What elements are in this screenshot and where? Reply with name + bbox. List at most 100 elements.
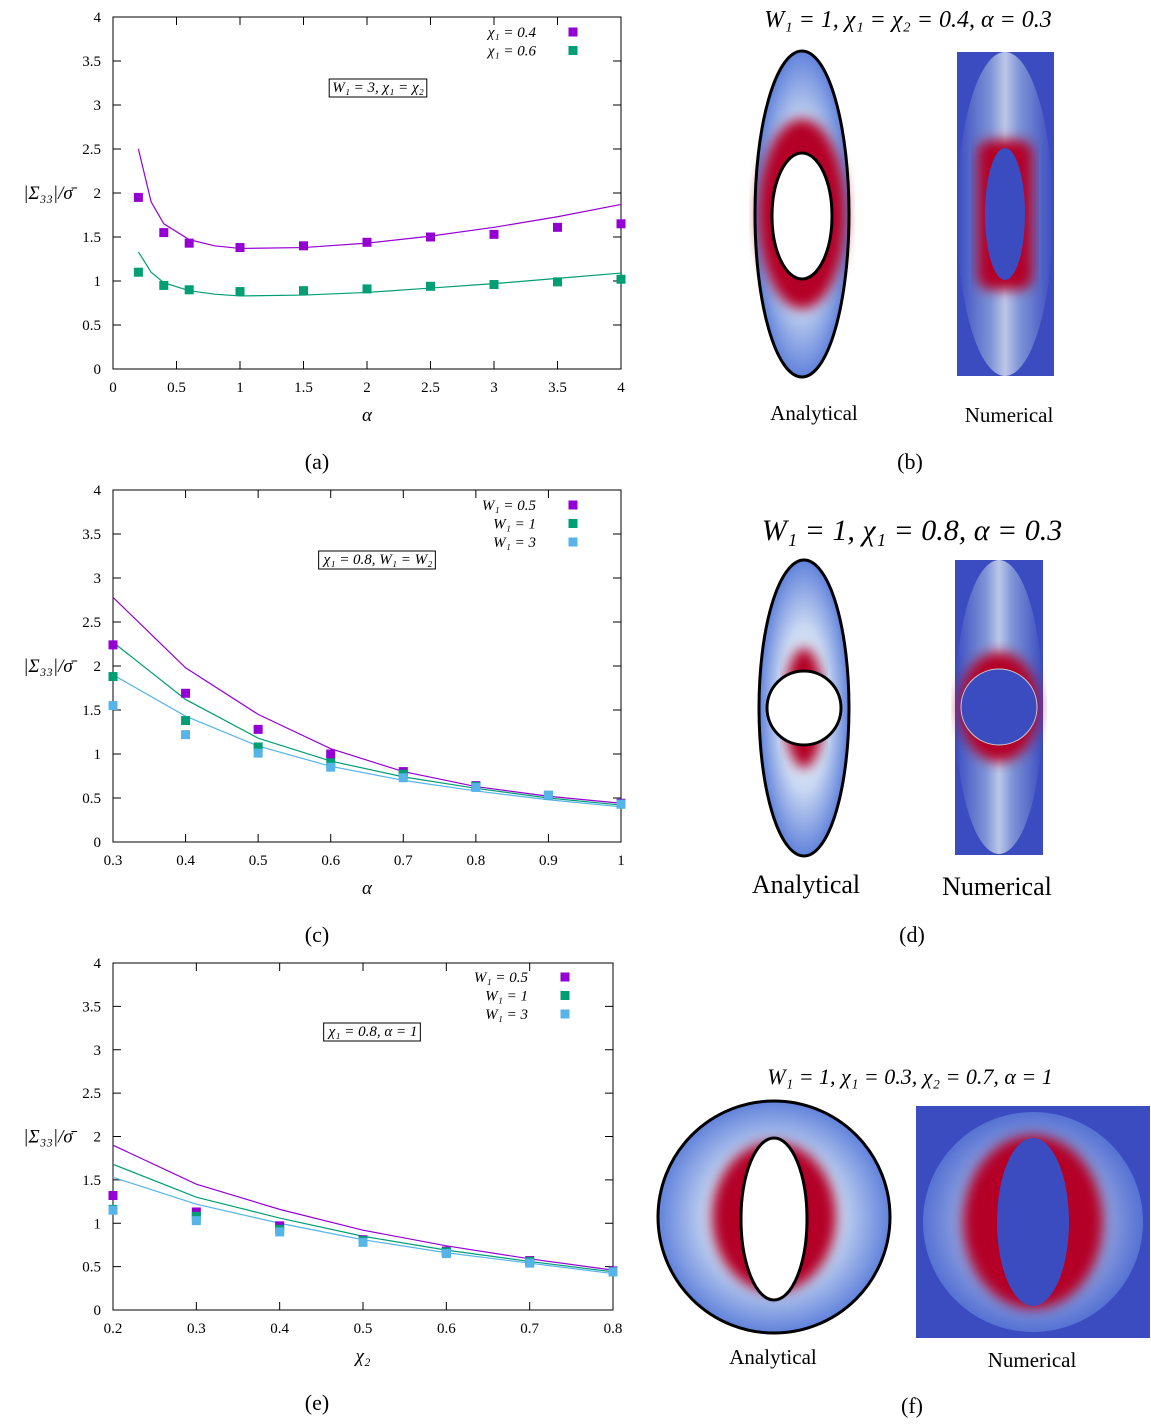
data-point [275,1227,285,1237]
data-point [108,640,118,650]
x-tick-label: 0.6 [437,1321,456,1337]
data-point [616,799,626,809]
data-point [181,730,191,740]
legend-marker [560,1009,570,1019]
caption: (f) [901,1393,923,1418]
figure-title: W₁ = 1, χ₁ = 0.3, χ₂ = 0.7, α = 1 [767,1064,1053,1089]
y-tick-label: 0 [94,835,102,851]
data-point [326,762,336,772]
data-point [358,1237,368,1247]
y-axis-label: |Σ₃₃|/σ̄ [23,656,78,677]
x-tick-label: 1 [617,853,625,869]
y-tick-label: 3 [94,571,102,587]
x-tick-label: 0.3 [104,853,123,869]
data-point [181,716,191,726]
right-label: Numerical [942,872,1052,901]
fit-curve [137,251,622,297]
data-point [181,688,191,698]
legend-marker [568,27,578,37]
y-tick-label: 1 [94,747,102,763]
data-point [299,241,308,251]
y-tick-label: 0 [94,362,102,378]
x-tick-label: 0.8 [466,853,485,869]
y-tick-label: 0.5 [82,318,101,334]
fit-curve [112,674,622,808]
y-tick-label: 1.5 [82,230,101,246]
panel-b: W₁ = 1, χ₁ = χ₂ = 0.4, α = 0.3 Analytica… [753,7,1054,474]
fit-curve [112,596,622,804]
y-tick-label: 2 [94,186,102,202]
y-tick-label: 0.5 [82,1260,101,1276]
x-tick-label: 0.7 [520,1321,539,1337]
data-point [184,285,194,295]
data-point [326,749,336,759]
data-point [108,672,118,682]
y-tick-label: 1.5 [82,703,101,719]
annotation-box [323,1022,421,1042]
x-tick-label: 1.5 [294,380,313,396]
figure-title: W₁ = 1, χ₁ = 0.8, α = 0.3 [762,514,1063,547]
legend-marker [568,519,578,528]
y-tick-label: 2.5 [82,615,101,631]
outer-boundary [753,49,851,379]
caption: (e) [305,1390,329,1415]
data-point [108,1190,118,1200]
data-point [471,782,481,792]
data-point [133,267,143,277]
left-label: Analytical [770,401,858,425]
legend-marker [560,972,570,982]
numerical-void [960,668,1038,746]
data-point [108,1205,118,1215]
data-point [525,1258,535,1268]
x-tick-label: 0 [109,380,117,396]
fit-curve [112,641,622,806]
data-point [616,219,626,229]
data-point [235,243,245,253]
x-tick-label: 0.5 [354,1321,373,1337]
left-label: Analytical [752,870,860,899]
panel-d: W₁ = 1, χ₁ = 0.8, α = 0.3 Analytical Num… [752,514,1062,947]
data-point [362,284,372,294]
data-point [159,280,169,290]
caption: (c) [305,922,329,947]
numerical-void [997,1138,1069,1306]
x-axis-label: χ₂ [354,1346,371,1367]
caption: (d) [899,922,925,947]
y-tick-label: 4 [94,956,102,972]
data-point [489,229,499,239]
fit-curve [137,148,622,250]
y-tick-label: 3 [94,1043,102,1059]
annotation: W₁ = 3, χ₁ = χ₂ [332,80,424,96]
data-point [553,277,562,287]
y-tick-label: 0.5 [82,791,101,807]
right-label: Numerical [965,403,1054,427]
data-point [553,222,562,232]
data-point [253,724,263,734]
data-point [235,287,245,297]
legend-marker [568,500,578,510]
data-point [184,238,194,248]
x-tick-label: 3 [490,380,498,396]
x-axis-label: α [362,878,373,899]
x-tick-label: 0.6 [321,853,340,869]
legend-label: W₁ = 1 [485,989,528,1005]
data-point [543,790,553,800]
y-tick-label: 2.5 [82,142,101,158]
x-axis-label: α [362,405,373,426]
data-point [191,1216,201,1226]
data-point [489,280,499,290]
legend-label: χ₁ = 0.6 [486,44,537,60]
x-tick-label: 0.7 [394,853,413,869]
data-point [426,281,435,291]
chart: 0 0.5 1 1.5 2 2.5 3 3.5 4 0.2 0.3 0.4 0.5 0.6 0.7 0.8 χ₂… [23,956,622,1415]
y-tick-label: 2.5 [82,1086,101,1102]
annotation-box [318,550,436,570]
chart: 0 0.5 1 1.5 2 2.5 3 3.5 4 0.3 0.4 0.5 0.6 0.7 0.8 0.9 1 α… [23,483,626,947]
plot-border [112,16,622,370]
data-point [616,274,626,284]
y-tick-label: 2 [94,659,102,675]
y-tick-label: 2 [94,1130,102,1146]
legend-marker [568,46,578,55]
